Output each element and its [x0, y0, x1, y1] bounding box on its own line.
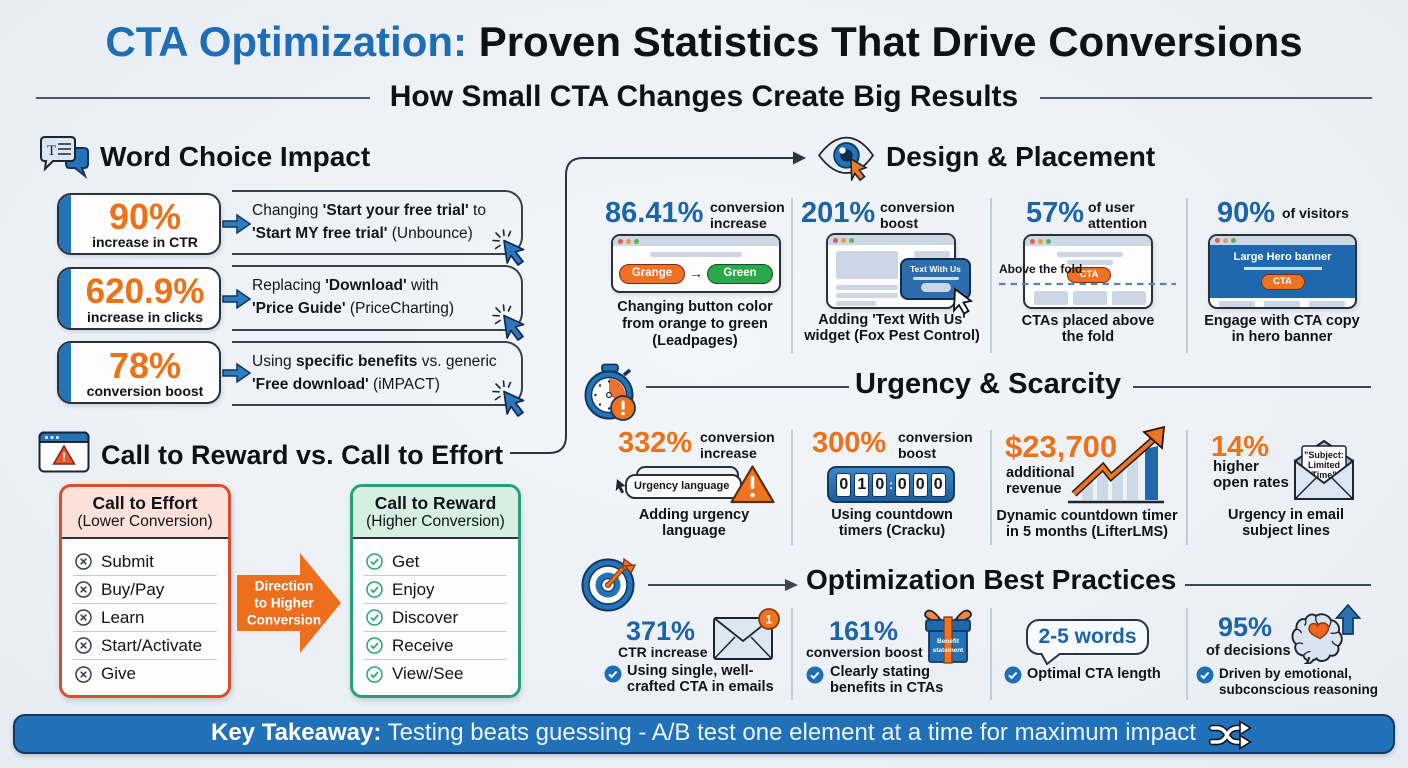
svg-text:Conversion: Conversion	[247, 613, 321, 628]
svg-text:T: T	[47, 143, 56, 159]
svg-text:"Subject:: "Subject:	[1304, 450, 1344, 460]
svg-text:Direction: Direction	[255, 579, 314, 594]
svg-text:1: 1	[766, 613, 773, 627]
svg-text:statement: statement	[933, 647, 965, 654]
svg-text:!: !	[62, 450, 66, 464]
svg-text:to Higher: to Higher	[254, 596, 314, 611]
svg-text:Limited: Limited	[1308, 460, 1340, 470]
svg-text:Time": Time"	[1311, 470, 1336, 480]
svg-text:Benefit: Benefit	[937, 638, 960, 645]
